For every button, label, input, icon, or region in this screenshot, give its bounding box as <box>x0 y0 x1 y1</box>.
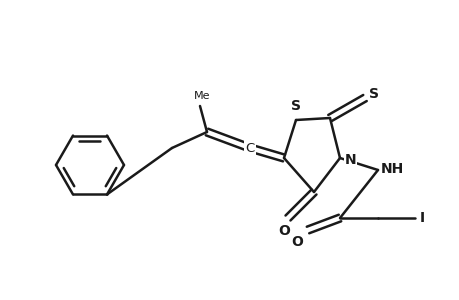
Text: NH: NH <box>380 162 403 176</box>
Text: S: S <box>291 99 300 113</box>
Text: O: O <box>277 224 289 238</box>
Text: O: O <box>291 235 302 249</box>
Text: C: C <box>245 142 254 154</box>
Text: Me: Me <box>193 91 210 101</box>
Text: N: N <box>344 153 356 167</box>
Text: S: S <box>368 87 378 101</box>
Text: I: I <box>419 211 424 225</box>
